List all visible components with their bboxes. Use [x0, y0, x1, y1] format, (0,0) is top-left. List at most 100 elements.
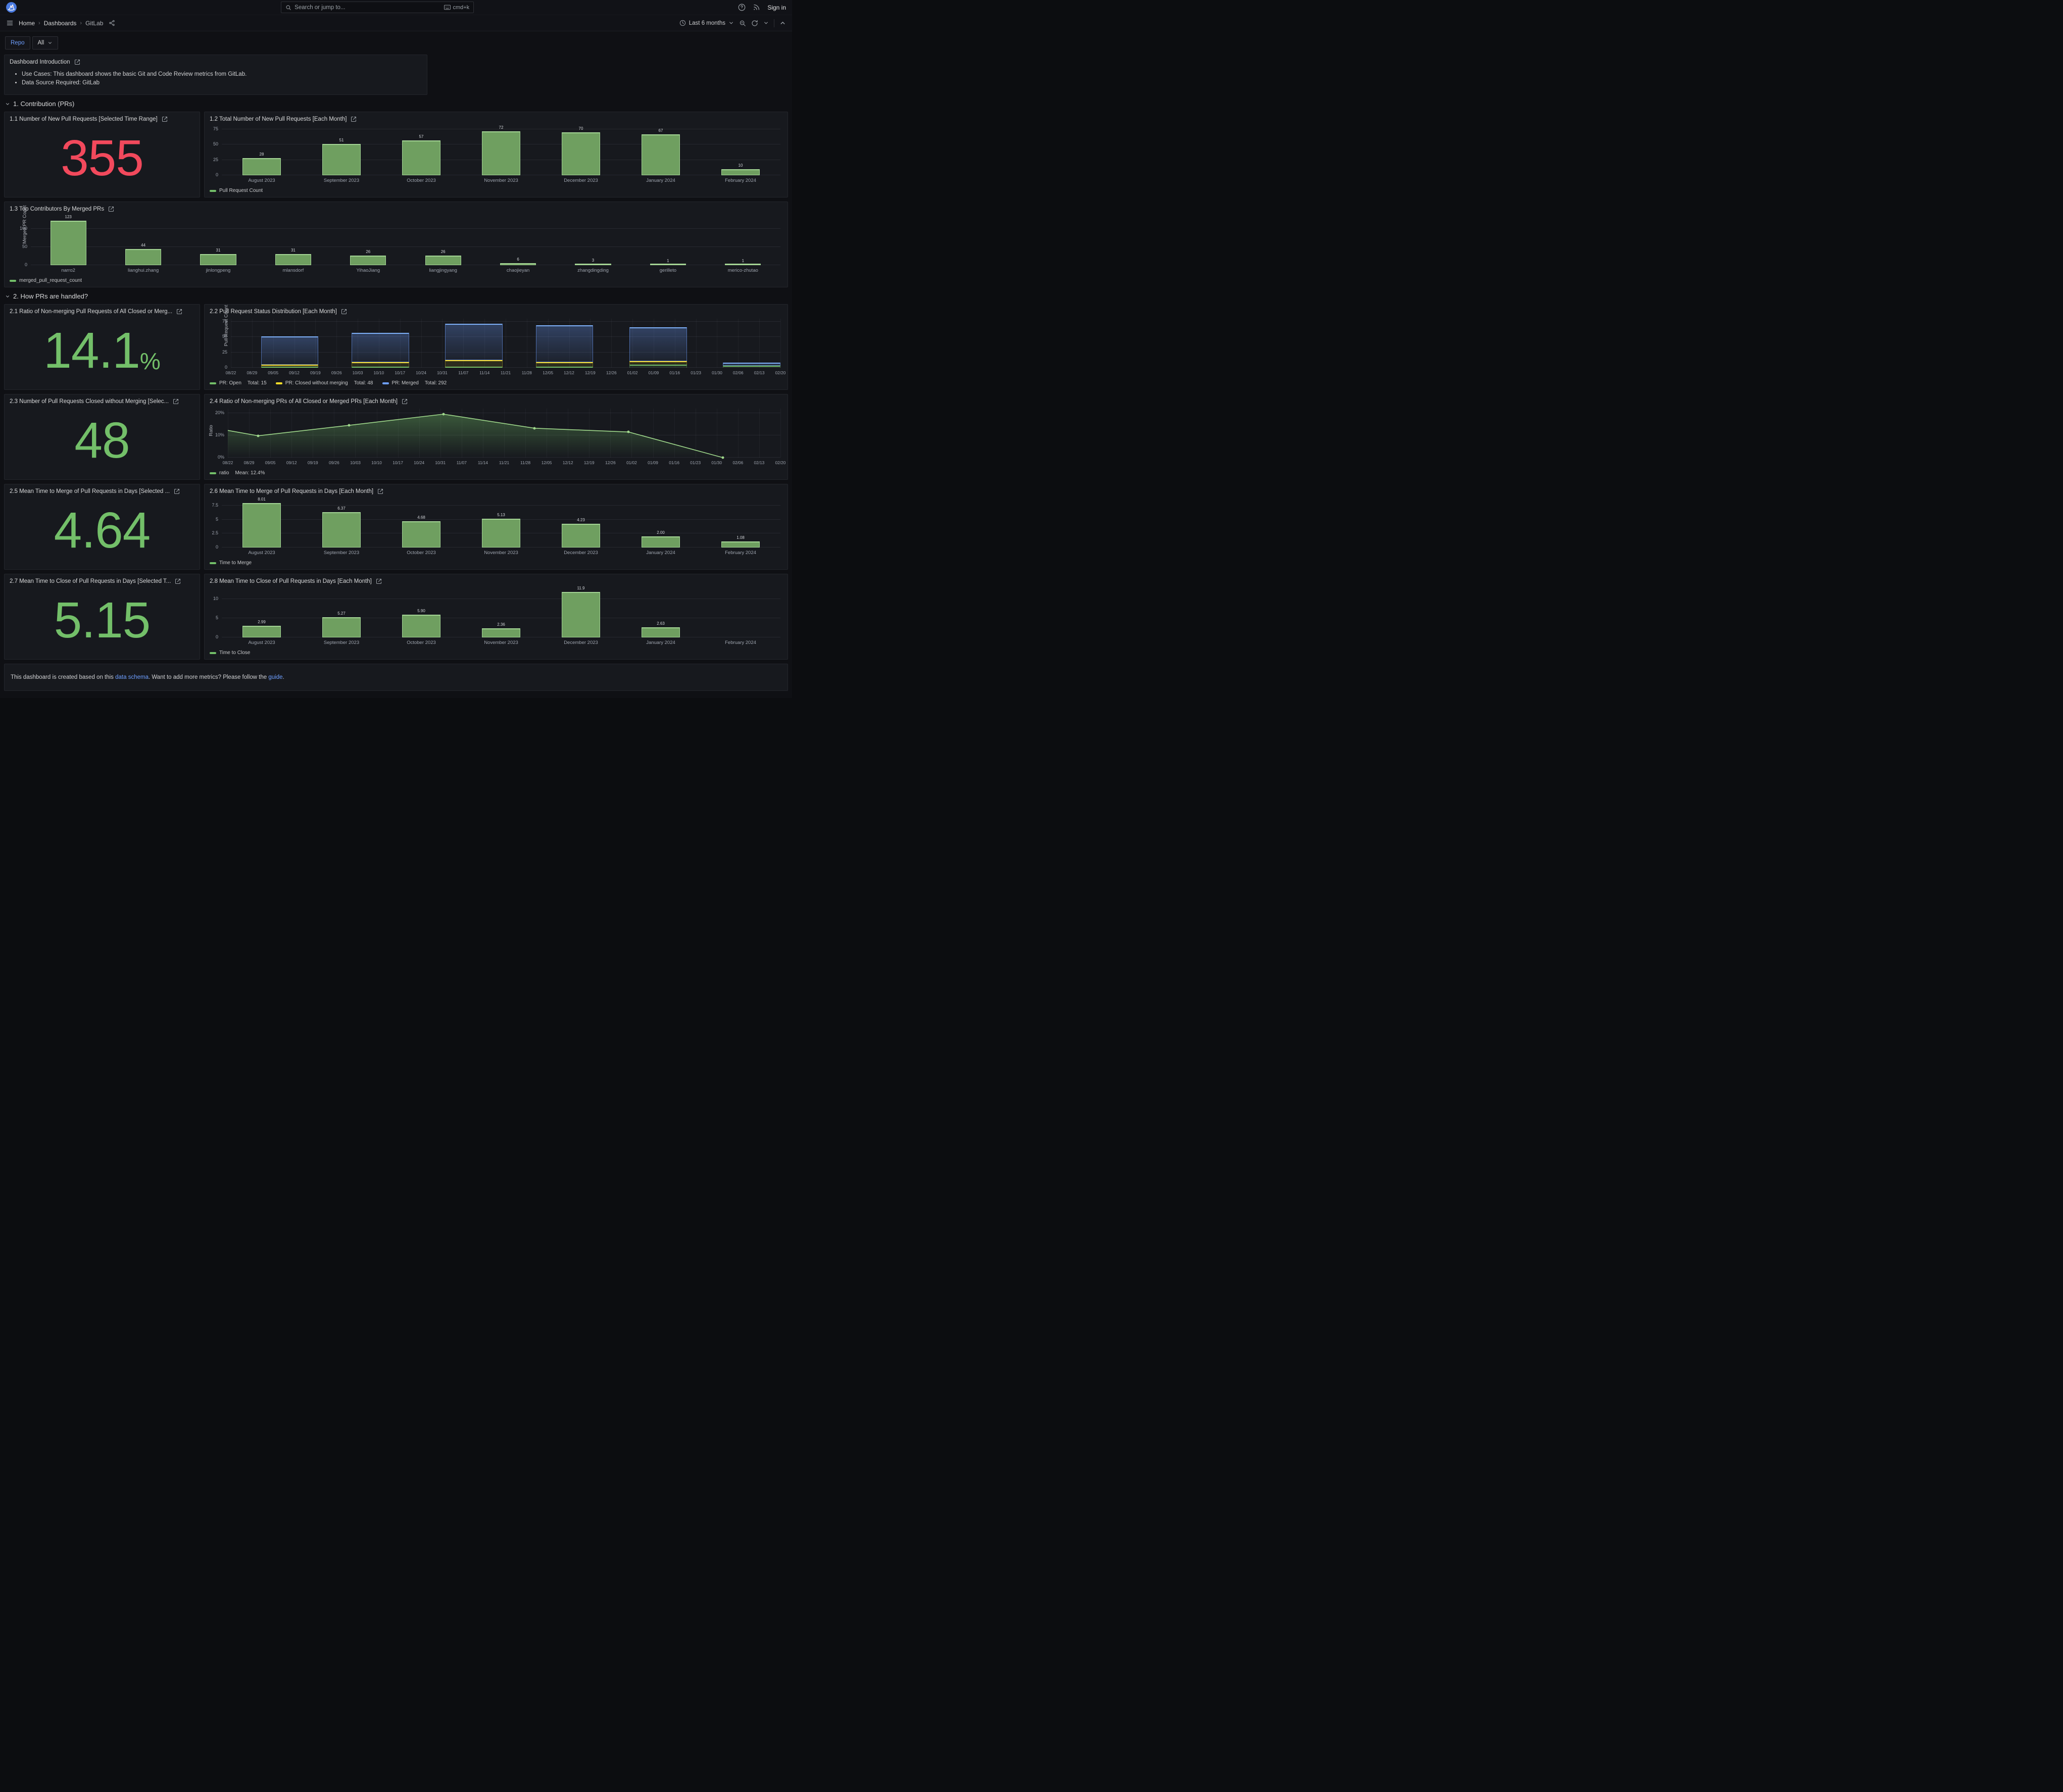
bar-value-label: 5.27	[337, 611, 346, 616]
legend-item[interactable]: Time to Close	[210, 650, 250, 656]
stacked-bar-segment	[352, 362, 409, 367]
external-link-icon[interactable]	[377, 488, 383, 494]
gridline-horizontal	[231, 336, 780, 337]
repo-variable-value: All	[37, 40, 44, 46]
gridline-vertical	[569, 319, 570, 368]
gridline-vertical	[738, 319, 739, 368]
repo-variable-dropdown[interactable]: All	[32, 36, 59, 49]
bar	[242, 158, 281, 175]
section-title: 1. Contribution (PRs)	[13, 100, 75, 108]
gridline-vertical	[294, 319, 295, 368]
bar	[425, 256, 461, 265]
bar	[721, 169, 760, 175]
x-axis-tick-label: 10/17	[395, 370, 406, 375]
x-axis-tick-label: 12/12	[562, 460, 573, 465]
section-header-how-prs-handled[interactable]: 2. How PRs are handled?	[5, 292, 787, 300]
legend-item[interactable]: Pull Request Count	[210, 188, 263, 193]
y-axis-tick-label: 20%	[215, 410, 224, 415]
x-axis-tick-label: 10/10	[371, 460, 382, 465]
x-axis-tick-label: 09/19	[310, 370, 321, 375]
stacked-bar-segment	[261, 336, 319, 365]
external-link-icon[interactable]	[376, 578, 382, 584]
panel-2-5-mean-time-to-merge: 2.5 Mean Time to Merge of Pull Requests …	[4, 484, 200, 570]
external-link-icon[interactable]	[174, 488, 180, 494]
legend-item[interactable]: ratio Mean: 12.4%	[210, 470, 265, 476]
bar-chart-pr-count: 0 25 50 75 28 51 57 72 70 67 10 August 2023 Septembe…	[205, 125, 788, 197]
stacked-bar-segment	[629, 361, 687, 365]
x-axis-category-label: October 2023	[407, 550, 436, 556]
guide-link[interactable]: guide	[268, 674, 283, 680]
gridline-vertical	[696, 319, 697, 368]
legend-item[interactable]: PR: Merged Total: 292	[382, 380, 447, 386]
share-icon[interactable]	[109, 20, 115, 26]
news-rss-icon[interactable]	[753, 4, 760, 11]
bar-value-label: 3	[592, 258, 595, 263]
external-link-icon[interactable]	[173, 399, 179, 405]
bar	[562, 524, 600, 547]
external-link-icon[interactable]	[402, 399, 408, 405]
external-link-icon[interactable]	[341, 309, 347, 315]
gridline-vertical	[421, 319, 422, 368]
dashboard-canvas: Repo All Dashboard Introduction Use Case…	[0, 31, 792, 698]
legend-item[interactable]: PR: Open Total: 15	[210, 380, 267, 386]
collapse-up-icon[interactable]	[779, 20, 786, 26]
legend-item[interactable]: Time to Merge	[210, 560, 252, 566]
legend-item[interactable]: PR: Closed without merging Total: 48	[275, 380, 373, 386]
menu-hamburger-icon[interactable]	[6, 19, 14, 27]
help-icon[interactable]	[738, 4, 746, 11]
stacked-bar-segment	[261, 367, 319, 368]
x-axis-tick-label: 11/14	[479, 370, 490, 375]
external-link-icon[interactable]	[351, 116, 357, 122]
plot-area: 0 2.5 5 7.5 8.01 6.37 4.68 5.13 4.23 2.00 1.08	[212, 496, 780, 550]
time-range-picker[interactable]: Last 6 months	[679, 20, 734, 26]
bar	[575, 264, 611, 265]
sign-in-button[interactable]: Sign in	[767, 4, 787, 11]
zoom-out-icon[interactable]	[739, 20, 746, 27]
section-collapse-chevron-icon	[5, 294, 10, 299]
external-link-icon[interactable]	[175, 578, 181, 584]
bar	[482, 519, 520, 547]
x-axis-tick-label: 08/29	[247, 370, 258, 375]
search-icon	[285, 5, 291, 11]
x-axis-category-label: mlansdorf	[282, 268, 304, 273]
bar-value-label: 28	[259, 152, 264, 157]
section-header-contribution[interactable]: 1. Contribution (PRs)	[5, 100, 787, 108]
panel-title: 2.6 Mean Time to Merge of Pull Requests …	[210, 488, 374, 494]
y-axis-label: Pull Request Count	[223, 305, 229, 346]
nav-bar: Home › Dashboards › GitLab Last 6 months	[0, 15, 792, 31]
bar-value-label: 31	[216, 247, 221, 253]
x-axis: 08/22 08/29 09/05 09/12 09/19 09/26 10/03 10/10…	[226, 370, 786, 377]
refresh-interval-chevron-icon[interactable]	[763, 20, 769, 26]
data-schema-link[interactable]: data schema	[115, 674, 149, 680]
breadcrumb-home[interactable]: Home	[19, 19, 35, 27]
bar-value-label: 6.37	[337, 506, 346, 511]
refresh-icon[interactable]	[751, 20, 758, 27]
x-axis-tick-label: 01/09	[648, 460, 658, 465]
x-axis-tick-label: 10/10	[373, 370, 384, 375]
bar-value-label: 57	[419, 134, 424, 139]
x-axis-tick-label: 08/22	[225, 370, 236, 375]
stat-value: 4.64	[54, 502, 151, 559]
bar	[650, 264, 686, 265]
panel-2-1-non-merging-ratio: 2.1 Ratio of Non-merging Pull Requests o…	[4, 304, 200, 390]
search-input[interactable]: Search or jump to... cmd+k	[281, 2, 474, 13]
devlake-logo[interactable]	[6, 2, 17, 13]
y-axis-tick-label: 5	[215, 615, 218, 621]
external-link-icon[interactable]	[162, 116, 168, 122]
bar	[125, 249, 162, 265]
plot-area: 0 50 100 Merged PR Count 123 44 31 31 26 26 6 3 1 1	[20, 205, 780, 267]
external-link-icon[interactable]	[176, 309, 182, 315]
bar	[562, 591, 600, 637]
x-axis-tick-label: 09/12	[289, 370, 300, 375]
panel-2-7-mean-time-to-close: 2.7 Mean Time to Close of Pull Requests …	[4, 574, 200, 660]
intro-bullet: Use Cases: This dashboard shows the basi…	[22, 71, 421, 77]
external-link-icon[interactable]	[108, 206, 114, 212]
external-link-icon[interactable]	[74, 59, 80, 65]
legend-label: PR: Closed without merging	[285, 380, 348, 386]
footer-text: This dashboard is created based on this …	[5, 674, 788, 680]
panel-2-3-closed-without-merging: 2.3 Number of Pull Requests Closed witho…	[4, 394, 200, 480]
breadcrumb-dashboards[interactable]: Dashboards	[43, 19, 77, 27]
legend-item[interactable]: merged_pull_request_count	[10, 278, 82, 283]
bar-value-label: 8.01	[258, 496, 266, 502]
panel-title: Dashboard Introduction	[10, 59, 70, 65]
